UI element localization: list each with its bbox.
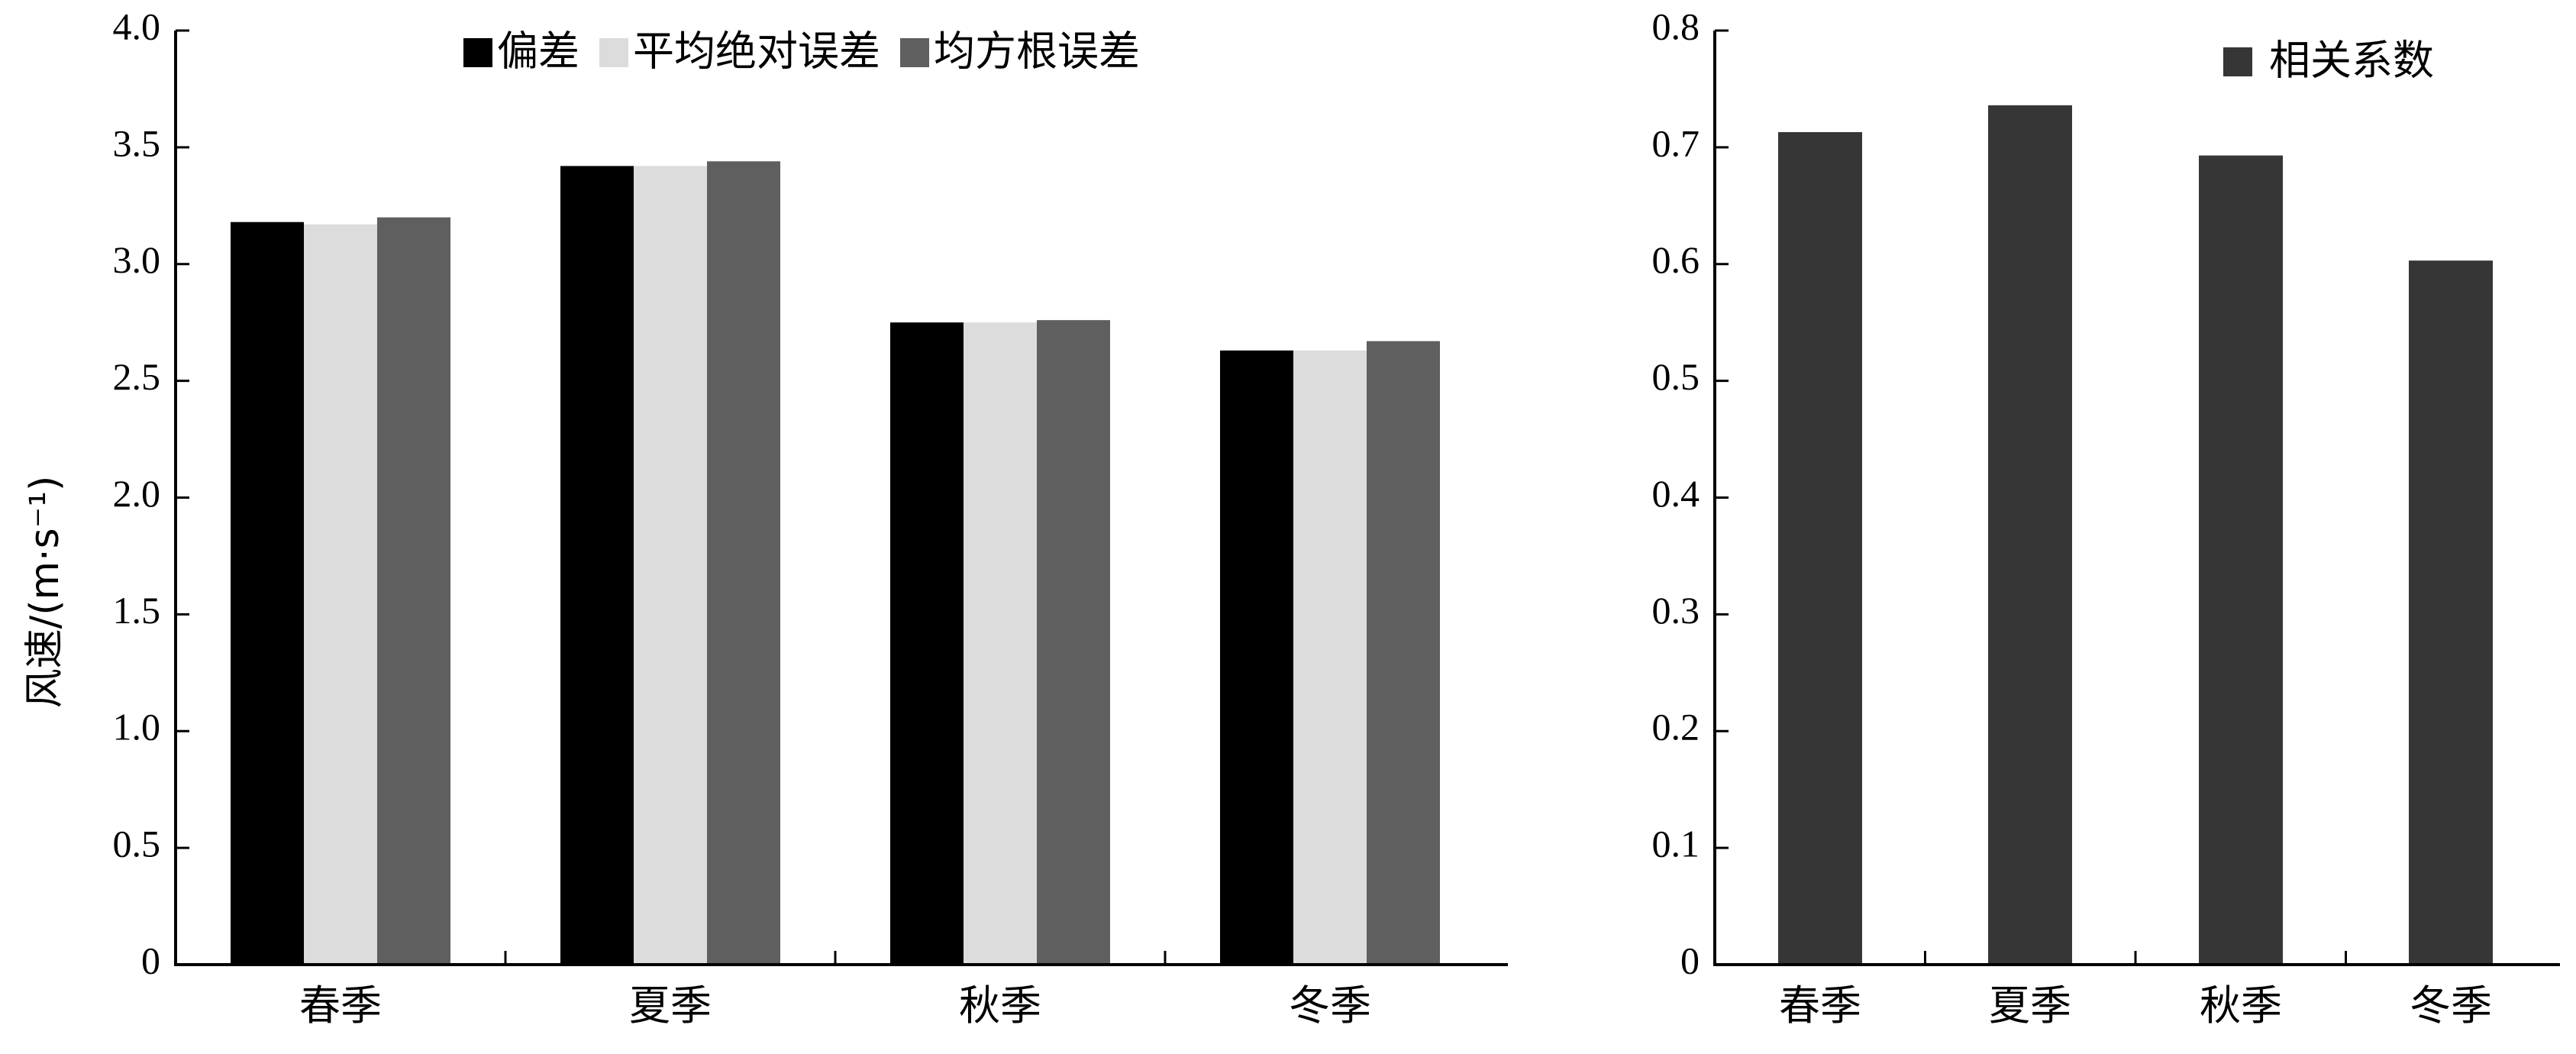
right-y-tick-label-5: 0.5: [1652, 355, 1700, 398]
left-bar-3-3: [1037, 320, 1110, 965]
right-y-tick-label-7: 0.7: [1652, 121, 1700, 164]
right-bar-1-3: [2199, 155, 2283, 965]
right-y-tick-label-6: 0.6: [1652, 238, 1700, 281]
right-y-tick-label-3: 0.3: [1652, 589, 1700, 632]
left-bar-2-3: [964, 322, 1037, 965]
left-bar-3-4: [1367, 341, 1440, 965]
left-y-tick-label-0: 0: [141, 939, 160, 981]
left-x-tick-label-3: 秋季: [959, 981, 1041, 1030]
right-x-tick-label-3: 秋季: [2200, 981, 2282, 1030]
right-legend-swatch-1: [2223, 47, 2252, 76]
left-legend-label-2: 平均绝对误差: [633, 27, 880, 76]
right-bar-1-1: [1778, 132, 1862, 965]
right-y-tick-label-8: 0.8: [1652, 5, 1700, 47]
left-x-tick-label-1: 春季: [299, 981, 382, 1030]
left-y-tick-label-4: 2.0: [113, 472, 161, 515]
left-y-tick-label-7: 3.5: [113, 121, 161, 164]
left-legend-swatch-1: [463, 38, 492, 67]
chart-panel-correlation: 0 0.1 0.2 0.3 0.4 0.5 0.6 0.7 0.8 春季 夏季 秋季 冬季 相关系数: [1652, 5, 2560, 1030]
right-y-tick-label-4: 0.4: [1652, 472, 1700, 515]
left-y-axis-title: 风速/(m·s⁻¹): [22, 476, 68, 709]
left-bar-2-4: [1293, 350, 1367, 965]
left-y-tick-label-6: 3.0: [113, 238, 161, 281]
right-bar-1-2: [1988, 105, 2072, 965]
left-bar-1-4: [1220, 350, 1293, 965]
left-bar-2-2: [634, 166, 707, 965]
right-y-tick-label-2: 0.2: [1652, 706, 1700, 748]
right-bar-1-4: [2409, 260, 2493, 965]
right-x-tick-label-4: 冬季: [2410, 981, 2492, 1030]
left-x-tick-label-2: 夏季: [629, 981, 712, 1030]
left-legend-swatch-2: [599, 38, 628, 67]
right-x-tick-label-1: 春季: [1779, 981, 1861, 1030]
left-legend-swatch-3: [900, 38, 929, 67]
right-y-tick-label-1: 0.1: [1652, 823, 1700, 865]
left-y-axis-title-group: 风速/(m·s⁻¹): [22, 476, 68, 709]
left-legend-label-3: 均方根误差: [934, 27, 1140, 76]
left-bar-2-1: [304, 224, 377, 965]
left-x-tick-label-4: 冬季: [1289, 981, 1371, 1030]
right-x-tick-label-2: 夏季: [1989, 981, 2071, 1030]
left-legend-label-1: 偏差: [497, 27, 579, 76]
left-bar-3-2: [707, 161, 780, 965]
left-y-tick-label-3: 1.5: [113, 589, 161, 632]
left-y-tick-label-2: 1.0: [113, 706, 161, 748]
left-bar-3-1: [377, 217, 450, 965]
left-y-tick-label-1: 0.5: [113, 823, 161, 865]
chart-panel-wind-errors: 风速/(m·s⁻¹) 0 0.5 1.0 1.5 2.0 2.5 3.0 3.5 4.0 春季 夏季…: [22, 5, 1508, 1030]
left-y-tick-label-8: 4.0: [113, 5, 161, 47]
left-bar-1-1: [231, 221, 304, 965]
right-legend-label-1: 相关系数: [2269, 37, 2434, 85]
left-y-tick-label-5: 2.5: [113, 355, 161, 398]
left-bar-1-2: [560, 166, 634, 965]
right-y-tick-label-0: 0: [1680, 939, 1700, 981]
left-bar-1-3: [890, 322, 964, 965]
